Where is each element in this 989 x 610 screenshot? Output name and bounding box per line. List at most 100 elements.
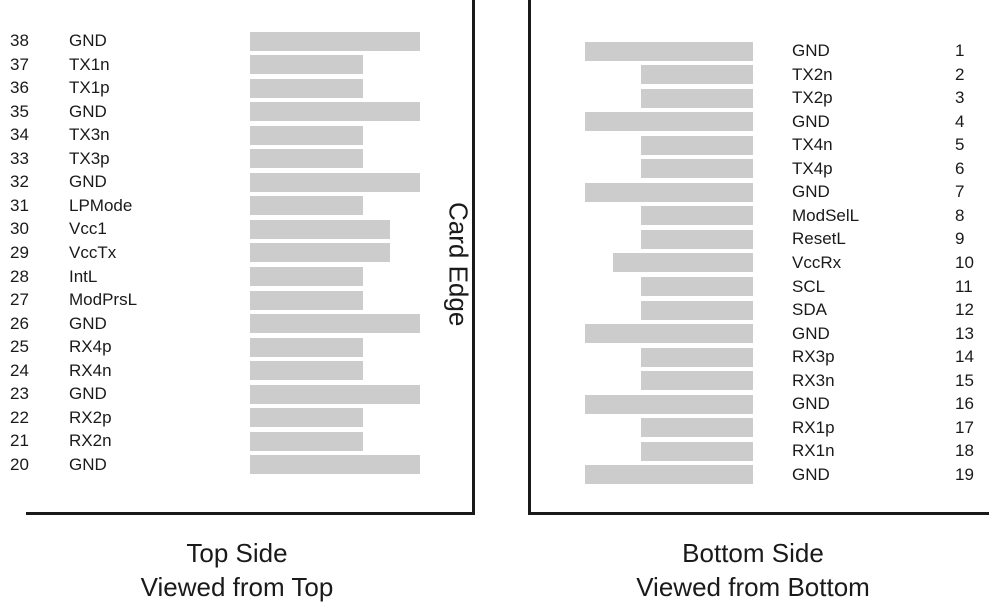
pin-number: 15 [955,370,974,390]
pin-number: 13 [955,323,974,343]
pin-name: Vcc1 [69,219,107,239]
pin-contact-pad [250,125,363,145]
pin-name: TX3p [69,148,110,168]
pin-number: 3 [955,88,965,108]
bottom-side-panel [528,0,989,515]
pin-name: RX2p [69,407,112,427]
pin-contact-pad [641,229,753,249]
pin-name: ModSelL [792,205,860,225]
pin-number: 28 [10,266,29,286]
pin-contact-pad [641,371,753,391]
pin-contact-pad [585,41,753,61]
pin-number: 23 [10,384,29,404]
top-side-caption-subtitle: Viewed from Top [140,572,334,602]
pin-contact-pad [641,65,753,85]
pin-number: 19 [955,464,974,484]
pin-contact-pad [250,314,420,334]
pin-name: TX4n [792,135,833,155]
pin-name: SDA [792,300,827,320]
pin-contact-pad [250,408,363,428]
pin-contact-pad [641,300,753,320]
pin-number: 31 [10,195,29,215]
pin-contact-pad [585,324,753,344]
pin-contact-pad [250,384,420,404]
pin-number: 8 [955,205,965,225]
pin-number: 26 [10,313,29,333]
pin-contact-pad [250,455,420,475]
pin-contact-pad [641,135,753,155]
pin-name: GND [792,111,830,131]
pin-contact-pad [641,418,753,438]
pin-contact-pad [585,465,753,485]
pin-name: RX2n [69,431,112,451]
pin-number: 33 [10,148,29,168]
pin-name: GND [792,182,830,202]
pin-number: 24 [10,360,29,380]
pin-name: GND [69,454,107,474]
pin-name: GND [69,101,107,121]
pin-contact-pad [250,290,363,310]
pin-name: ModPrsL [69,290,138,310]
pin-contact-pad [250,55,363,75]
pin-name: RX1p [792,417,835,437]
pin-contact-pad [250,102,420,122]
pin-name: IntL [69,266,98,286]
pin-number: 6 [955,158,965,178]
pin-name: TX1p [69,78,110,98]
pin-name: RX4p [69,337,112,357]
pin-name: RX4n [69,360,112,380]
bottom-side-caption: Bottom Side Viewed from Bottom [553,536,953,604]
pin-number: 7 [955,182,965,202]
pin-name: LPMode [69,195,133,215]
pin-number: 25 [10,337,29,357]
bottom-side-caption-title: Bottom Side [682,538,824,568]
pin-contact-pad [250,431,363,451]
pin-contact-pad [641,347,753,367]
pin-number: 9 [955,229,965,249]
pin-name: VccRx [792,252,842,272]
pin-name: VccTx [69,242,117,262]
pin-number: 14 [955,347,974,367]
pin-contact-pad [585,394,753,414]
pin-number: 11 [955,276,973,296]
pin-contact-pad [250,361,363,381]
pin-contact-pad [641,206,753,226]
pin-contact-pad [250,243,390,263]
pin-number: 29 [10,242,29,262]
pin-number: 37 [10,54,29,74]
pin-name: RX1n [792,441,835,461]
pin-name: ResetL [792,229,846,249]
pin-contact-pad [585,182,753,202]
pin-number: 34 [10,125,29,145]
pin-number: 16 [955,394,974,414]
pin-name: GND [69,172,107,192]
pin-contact-pad [250,149,363,169]
pin-contact-pad [250,31,420,51]
pin-name: SCL [792,276,826,296]
pin-number: 17 [955,417,974,437]
pin-name: RX3n [792,370,835,390]
pin-number: 20 [10,454,29,474]
pin-contact-pad [250,267,363,286]
pin-contact-pad [250,78,363,98]
top-side-caption: Top Side Viewed from Top [37,536,437,604]
pin-number: 27 [10,290,29,310]
card-edge-label: Card Edge [443,202,474,327]
pin-name: TX1n [69,54,110,74]
pin-contact-pad [250,337,363,357]
pin-name: GND [69,313,107,333]
pin-contact-pad [250,219,390,239]
pin-contact-pad [641,159,753,179]
pin-name: RX3p [792,347,835,367]
pin-number: 30 [10,219,29,239]
pin-number: 35 [10,101,29,121]
pin-number: 22 [10,407,29,427]
pin-name: GND [69,384,107,404]
pin-contact-pad [250,196,363,216]
top-side-panel [26,0,475,515]
bottom-side-caption-subtitle: Viewed from Bottom [636,572,870,602]
pin-number: 12 [955,300,974,320]
pin-number: 4 [955,111,965,131]
top-side-caption-title: Top Side [186,538,288,568]
pin-number: 2 [955,64,965,84]
